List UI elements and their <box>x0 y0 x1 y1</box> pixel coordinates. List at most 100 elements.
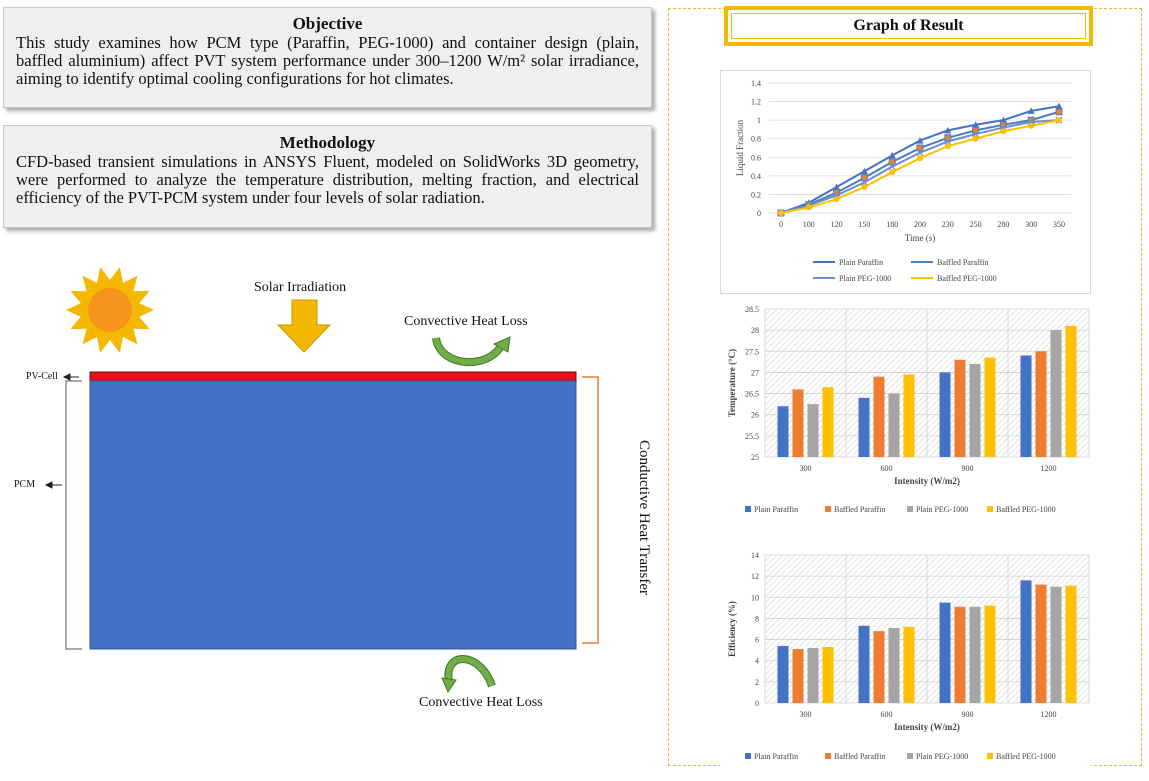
legend-swatch <box>907 753 913 759</box>
legend-swatch <box>825 753 831 759</box>
x-tick-label: 1200 <box>1041 710 1057 719</box>
legend-label: Plain PEG-1000 <box>916 752 968 761</box>
x-tick-label: 300 <box>800 464 812 473</box>
bar <box>807 648 819 703</box>
data-point <box>861 184 868 190</box>
data-point <box>860 178 868 186</box>
data-point <box>972 130 980 138</box>
x-tick-label: 250 <box>970 220 982 229</box>
bar <box>777 406 789 457</box>
legend-label: Baffled Paraffin <box>937 258 988 267</box>
x-tick-label: 350 <box>1053 220 1065 229</box>
conductive-label: Conductive Heat Transfer <box>636 439 652 595</box>
legend-label: Plain PEG-1000 <box>916 505 968 514</box>
efficiency-chart: 0 2 4 6 8 10 12 14 300 600 900 1200 Intensity (W/m2)… <box>720 544 1091 766</box>
bar <box>822 387 834 457</box>
data-point <box>972 121 980 128</box>
convective-top-arrow-icon <box>432 336 511 367</box>
legend-swatch <box>907 506 913 512</box>
bar <box>807 404 819 457</box>
y-tick-label: 6 <box>755 636 759 645</box>
pvt-diagram: Solar Irradiation Convective Heat Loss C… <box>0 240 660 776</box>
bar <box>1065 585 1077 703</box>
y-tick-label: 26 <box>751 411 759 420</box>
data-point <box>888 158 896 166</box>
legend-swatch <box>825 506 831 512</box>
left-bracket <box>65 380 82 650</box>
legend-swatch <box>987 753 993 759</box>
x-tick-label: 900 <box>962 710 974 719</box>
data-point <box>972 135 979 142</box>
y-tick-label: 0 <box>757 209 761 218</box>
methodology-text: CFD-based transient simulations in ANSYS… <box>16 152 639 207</box>
bar <box>1020 580 1032 703</box>
pv-cell-layer <box>89 371 577 382</box>
y-axis-label: Efficiency (%) <box>727 601 737 657</box>
legend-label: Plain Paraffin <box>754 752 798 761</box>
bar <box>888 393 900 457</box>
convective-top-label: Convective Heat Loss <box>404 314 528 329</box>
pv-cell-pointer-icon <box>62 373 79 381</box>
y-tick-label: 4 <box>755 657 759 666</box>
y-tick-label: 14 <box>751 551 759 560</box>
results-title: Graph of Result <box>731 13 1086 39</box>
data-point <box>1056 117 1062 124</box>
data-point <box>860 174 868 182</box>
y-tick-label: 28.5 <box>745 305 759 314</box>
data-point <box>916 137 924 144</box>
bar <box>873 631 885 703</box>
data-point <box>888 151 896 159</box>
x-tick-label: 900 <box>962 464 974 473</box>
y-tick-label: 12 <box>751 572 759 581</box>
x-tick-label: 150 <box>858 220 870 229</box>
data-point <box>916 149 924 157</box>
data-point <box>889 169 896 176</box>
x-tick-label: 300 <box>1025 220 1037 229</box>
x-tick-label: 200 <box>914 220 926 229</box>
pv-cell-label: PV-Cell <box>26 371 58 382</box>
bar <box>1035 351 1047 457</box>
sun-icon <box>66 267 154 353</box>
liquid-fraction-chart: 0 0.2 0.4 0.6 0.8 1 1.2 1.4 0 100 120 150 180 200 230 2… <box>720 70 1091 294</box>
legend-label: Baffled Paraffin <box>834 505 885 514</box>
x-axis-label: Intensity (W/m2) <box>894 476 960 486</box>
bar <box>939 602 951 703</box>
data-point <box>1055 102 1063 110</box>
bar <box>858 397 870 457</box>
convective-bottom-label: Convective Heat Loss <box>419 695 543 710</box>
bar <box>777 645 789 703</box>
right-bracket <box>582 376 599 644</box>
data-point <box>944 138 952 145</box>
bar <box>984 357 996 457</box>
legend-label: Baffled PEG-1000 <box>996 505 1056 514</box>
pcm-pointer-icon <box>44 481 62 489</box>
y-tick-label: 0.2 <box>751 190 761 199</box>
bar <box>939 372 951 457</box>
solar-irradiation-label: Solar Irradiation <box>254 280 347 295</box>
x-tick-label: 600 <box>881 464 893 473</box>
objective-box: Objective This study examines how PCM ty… <box>3 7 652 108</box>
pcm-layer <box>89 380 577 650</box>
data-point <box>944 143 951 150</box>
legend-label: Baffled Paraffin <box>834 752 885 761</box>
temperature-svg: 25 25.5 26 26.5 27 27.5 28 28.5 300 600 900 1200 Int… <box>727 305 1090 514</box>
bar <box>903 374 915 457</box>
legend-swatch <box>987 506 993 512</box>
bar <box>1020 355 1032 457</box>
y-tick-label: 0.8 <box>751 135 761 144</box>
data-point <box>1027 107 1035 114</box>
legend-label: Baffled PEG-1000 <box>937 274 997 283</box>
bar <box>1050 330 1062 457</box>
bar <box>858 625 870 703</box>
bar <box>954 606 966 703</box>
y-tick-label: 27 <box>751 368 759 377</box>
y-tick-label: 0 <box>755 699 759 708</box>
x-tick-label: 600 <box>881 710 893 719</box>
data-point <box>944 126 952 134</box>
data-point <box>833 183 841 190</box>
x-tick-label: 300 <box>800 710 812 719</box>
temperature-chart: 25 25.5 26 26.5 27 27.5 28 28.5 300 600 900 1200 Int… <box>720 298 1091 520</box>
bar <box>822 646 834 703</box>
liquid-fraction-svg: 0 0.2 0.4 0.6 0.8 1 1.2 1.4 0 100 120 150 180 200 230 2… <box>735 79 1071 283</box>
data-point <box>916 144 924 152</box>
